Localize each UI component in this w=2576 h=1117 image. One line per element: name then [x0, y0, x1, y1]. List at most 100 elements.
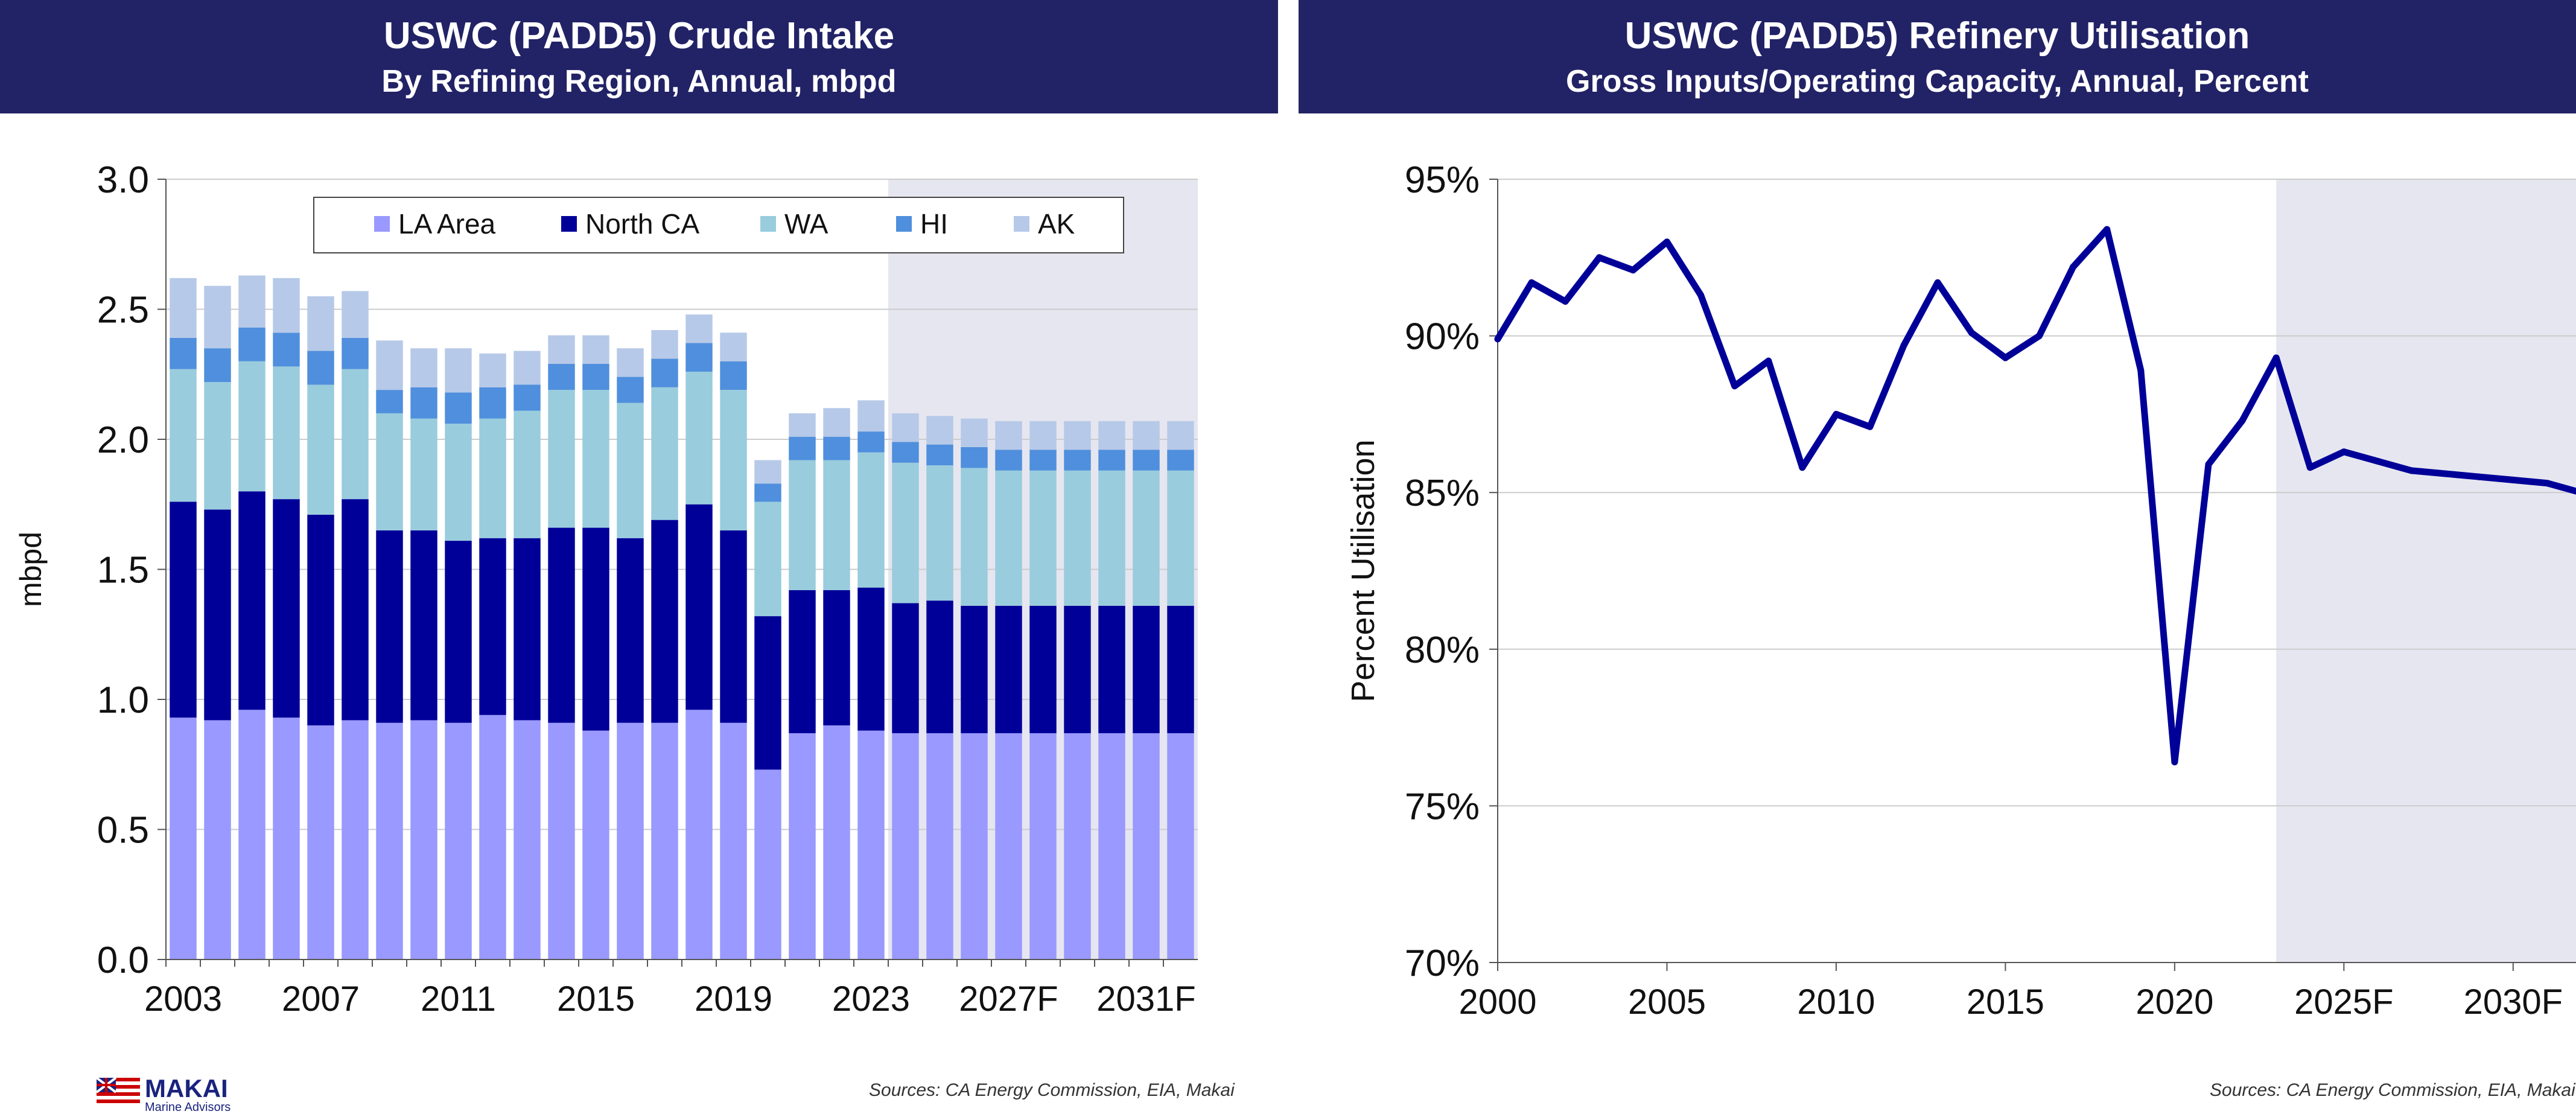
legend-label: AK [1038, 208, 1075, 240]
bar-segment [651, 722, 678, 959]
data-point [2340, 448, 2347, 456]
bar-segment [995, 450, 1022, 471]
crude-intake-panel: USWC (PADD5) Crude Intake By Refining Re… [0, 0, 1278, 1117]
bar-segment [445, 722, 472, 959]
bar-segment [1133, 421, 1160, 450]
bar-segment [926, 465, 953, 601]
bar-segment [445, 541, 472, 723]
bar-segment [1167, 470, 1194, 606]
bar-segment [410, 720, 437, 959]
bar-segment [1167, 450, 1194, 471]
bar-segment [789, 460, 816, 590]
bar-segment [514, 384, 541, 411]
bar-segment [892, 442, 919, 463]
bar-segment [514, 538, 541, 721]
bar-segment [892, 603, 919, 734]
bar-segment [617, 377, 644, 403]
y-tick-label: 85% [1405, 473, 1480, 514]
bar-segment [582, 390, 609, 528]
refinery-utilisation-chart: 70% 75% 80% 85% 90% 95% 2000 2005 2010 2015 2020 20… [1345, 159, 2576, 1022]
chart-title: USWC (PADD5) Crude Intake [383, 15, 895, 57]
bar-segment [273, 718, 300, 959]
data-point [2070, 263, 2077, 270]
bar-segment [445, 424, 472, 541]
bar-segment [961, 468, 988, 606]
bar-segment [410, 418, 437, 530]
crude-intake-chart: 0.0 0.5 1.0 1.5 2.0 2.5 3.0 2003 2007 2011 2015 201… [14, 159, 1198, 1019]
y-tick-label: 75% [1405, 786, 1480, 827]
bar-segment [823, 408, 850, 437]
bar-segment [376, 413, 403, 530]
bar-segment [342, 337, 369, 369]
legend-label: WA [784, 208, 828, 240]
bar-segment [238, 327, 266, 361]
bar-segment [479, 538, 506, 715]
bar-segment [720, 361, 747, 390]
data-point [1900, 342, 1907, 349]
x-tick-label: 2000 [1458, 982, 1536, 1022]
bar-segment [170, 278, 197, 338]
data-point [1697, 291, 1705, 299]
data-point [2442, 470, 2449, 477]
bar-segment [1064, 421, 1091, 450]
bar-segment [892, 462, 919, 603]
bar-segment [1064, 450, 1091, 471]
y-tick-label: 90% [1405, 316, 1480, 358]
bar-segment [307, 351, 334, 385]
data-point [1494, 336, 1501, 343]
makai-logo: MAKAI Marine Advisors [97, 1074, 253, 1115]
y-tick-label: 0.5 [97, 810, 149, 851]
bar-segment [376, 722, 403, 959]
bar-segment [720, 530, 747, 723]
chart-subtitle: By Refining Region, Annual, mbpd [381, 64, 897, 99]
x-tick-label: 2010 [1797, 982, 1875, 1022]
legend-swatch [561, 216, 577, 232]
chart-legend: LA Area North CA WA HI AK [313, 197, 1124, 253]
data-point [1968, 329, 1975, 336]
crude-intake-header: USWC (PADD5) Crude Intake By Refining Re… [0, 0, 1278, 113]
x-tick-label: 2005 [1628, 982, 1706, 1022]
bar-segment [238, 275, 266, 328]
bar-segment [582, 730, 609, 959]
bar-segment [995, 421, 1022, 450]
bar-segment [548, 364, 575, 390]
forecast-shade [2276, 179, 2576, 963]
data-point [2306, 464, 2314, 471]
data-point [1562, 298, 1569, 305]
bar-segment [410, 387, 437, 419]
bar-segment [514, 720, 541, 959]
data-point [2171, 759, 2178, 766]
y-tick-label: 1.5 [97, 550, 149, 591]
bar-segment [238, 361, 266, 492]
bar-segment [823, 725, 850, 959]
bar-segment [754, 616, 781, 770]
bar-segment [1098, 470, 1125, 606]
bar-segment [823, 590, 850, 726]
bar-segment [548, 527, 575, 723]
bar-segment [1029, 450, 1057, 471]
bar-segment [857, 587, 885, 731]
data-point [2002, 354, 2009, 361]
bar-segment [961, 605, 988, 734]
bar-segment [685, 710, 713, 959]
data-point [1765, 357, 1772, 364]
chart-source: Sources: CA Energy Commission, EIA, Maka… [869, 1080, 1235, 1100]
y-tick-label: 80% [1405, 629, 1480, 671]
refinery-utilisation-panel: USWC (PADD5) Refinery Utilisation Gross … [1299, 0, 2576, 1117]
bar-segment [342, 369, 369, 500]
bar-segment [307, 725, 334, 959]
bar-segment [1064, 605, 1091, 734]
bar-segment [204, 348, 231, 383]
bar-segment [1098, 450, 1125, 471]
bar-segment [926, 733, 953, 959]
bar-segment [857, 452, 885, 588]
bar-segment [479, 714, 506, 959]
bar-segment [204, 382, 231, 510]
bar-segment [514, 410, 541, 538]
bar-segment [479, 418, 506, 538]
data-point [2239, 417, 2246, 424]
data-point [2374, 457, 2381, 465]
bar-segment [238, 491, 266, 710]
data-point [2476, 473, 2483, 480]
bar-segment [1098, 421, 1125, 450]
